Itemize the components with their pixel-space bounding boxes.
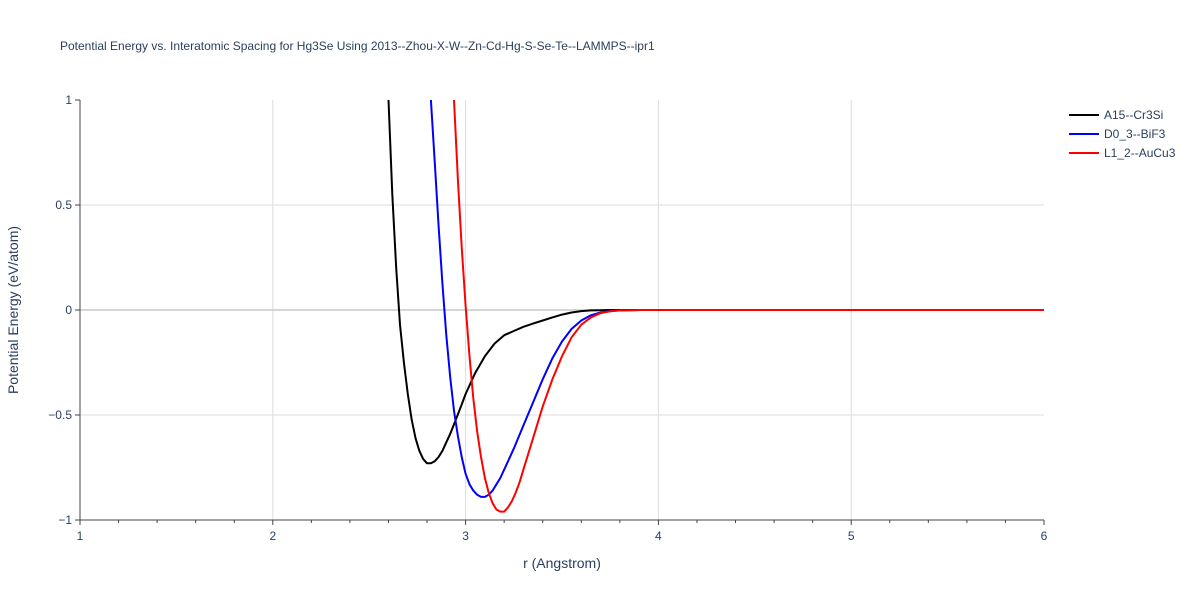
y-tick-label: 0: [65, 303, 72, 317]
legend-item[interactable]: A15--Cr3Si: [1069, 108, 1163, 122]
y-tick-label: 0.5: [55, 198, 72, 212]
x-tick-label: 1: [77, 529, 84, 543]
legend-label: A15--Cr3Si: [1104, 108, 1163, 122]
x-tick-label: 6: [1041, 529, 1048, 543]
legend-label: D0_3--BiF3: [1104, 127, 1166, 141]
series-line-1: [387, 100, 1044, 465]
legend-item[interactable]: L1_2--AuCu3: [1069, 146, 1176, 160]
y-tick-label: 1: [65, 93, 72, 107]
axes: 1 2 3 4 5 6 −1 −0.5 0 0.5 1: [48, 93, 1047, 543]
x-tick-label: 2: [269, 529, 276, 543]
y-tick-label: −0.5: [48, 408, 72, 422]
legend-label: L1_2--AuCu3: [1104, 146, 1176, 160]
legend[interactable]: A15--Cr3Si D0_3--BiF3 L1_2--AuCu3: [1069, 108, 1176, 160]
x-tick-label: 3: [462, 529, 469, 543]
y-axis-title: Potential Energy (eV/atom): [5, 226, 21, 394]
legend-item[interactable]: D0_3--BiF3: [1069, 127, 1166, 141]
x-tick-label: 5: [848, 529, 855, 543]
x-tick-label: 4: [655, 529, 662, 543]
series-lines: [387, 100, 1044, 513]
chart-title: Potential Energy vs. Interatomic Spacing…: [60, 39, 655, 53]
series-line-3: [453, 100, 1044, 513]
y-tick-label: −1: [58, 513, 72, 527]
x-axis-title: r (Angstrom): [523, 555, 601, 571]
series-line-2: [429, 100, 1044, 498]
